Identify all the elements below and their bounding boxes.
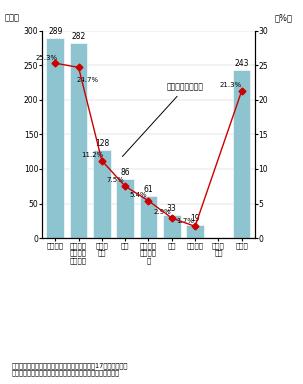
Bar bbox=[186, 225, 204, 238]
Text: 25.3%: 25.3% bbox=[35, 55, 58, 61]
Text: 24.7%: 24.7% bbox=[76, 76, 98, 83]
Bar bbox=[46, 38, 64, 238]
Bar bbox=[140, 196, 157, 238]
Bar bbox=[233, 70, 251, 238]
Text: 33: 33 bbox=[167, 204, 177, 213]
Text: 128: 128 bbox=[95, 139, 109, 147]
Text: 7.5%: 7.5% bbox=[106, 177, 124, 184]
Text: 21.3%: 21.3% bbox=[219, 82, 241, 88]
Text: （社）: （社） bbox=[4, 13, 19, 22]
Bar bbox=[116, 179, 134, 238]
Text: 243: 243 bbox=[235, 59, 249, 68]
Bar bbox=[163, 215, 181, 238]
Text: 61: 61 bbox=[144, 185, 153, 194]
Bar bbox=[93, 150, 111, 238]
Text: 2.9%: 2.9% bbox=[153, 209, 171, 215]
Text: 全体に占める割合: 全体に占める割合 bbox=[122, 83, 204, 157]
Text: 11.2%: 11.2% bbox=[81, 152, 103, 158]
Text: （%）: （%） bbox=[275, 13, 293, 22]
Text: 19: 19 bbox=[190, 214, 200, 223]
Text: 1.7%: 1.7% bbox=[176, 218, 194, 223]
Text: 5.4%: 5.4% bbox=[130, 192, 148, 198]
Text: 282: 282 bbox=[72, 32, 86, 41]
Text: 289: 289 bbox=[48, 27, 62, 36]
Bar bbox=[70, 43, 87, 238]
Text: 86: 86 bbox=[120, 167, 130, 177]
Text: 筑波大学産学リエゾン共同研究センター「平成17年度大学等発
ベンチャーの課題と推進方策に関する調査研究」により作成: 筑波大学産学リエゾン共同研究センター「平成17年度大学等発 ベンチャーの課題と推… bbox=[12, 362, 128, 376]
